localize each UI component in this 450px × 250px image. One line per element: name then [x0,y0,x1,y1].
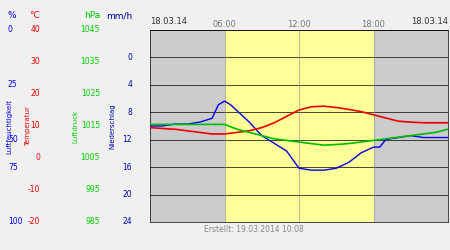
Text: 0: 0 [127,53,132,62]
Text: 1015: 1015 [81,122,100,130]
Text: 1045: 1045 [81,26,100,35]
Text: Erstellt: 19.03.2014 10:08: Erstellt: 19.03.2014 10:08 [204,226,304,234]
Text: 995: 995 [86,186,100,194]
Text: Luftfeuchtigkeit: Luftfeuchtigkeit [6,98,12,154]
Text: 18.03.14: 18.03.14 [150,17,187,26]
Text: 25: 25 [8,80,18,89]
Text: Temperatur: Temperatur [25,106,31,146]
Text: 50: 50 [8,135,18,144]
Text: 75: 75 [8,163,18,172]
Text: -20: -20 [27,218,40,226]
Text: 4: 4 [127,80,132,89]
Text: 20: 20 [31,90,40,98]
Text: 20: 20 [122,190,132,199]
Text: 8: 8 [127,108,132,117]
Bar [0,0,150,250]
Text: -10: -10 [27,186,40,194]
Text: 1005: 1005 [81,154,100,162]
Text: 100: 100 [8,218,22,226]
Text: 1025: 1025 [81,90,100,98]
Text: 0: 0 [8,26,13,35]
Text: 1035: 1035 [81,58,100,66]
Text: 18.03.14: 18.03.14 [411,17,448,26]
Text: 12: 12 [122,135,132,144]
Text: mm/h: mm/h [106,12,132,20]
Text: 24: 24 [122,218,132,226]
Text: °C: °C [29,12,40,20]
Bar [225,30,374,222]
Text: 40: 40 [30,26,40,35]
Text: Luftdruck: Luftdruck [72,110,78,142]
Text: %: % [8,12,17,20]
Text: 10: 10 [31,122,40,130]
Text: hPa: hPa [84,12,100,20]
Text: Niederschlag: Niederschlag [109,103,115,149]
Text: 0: 0 [35,154,40,162]
Text: 30: 30 [30,58,40,66]
Text: 16: 16 [122,163,132,172]
Text: 985: 985 [86,218,100,226]
